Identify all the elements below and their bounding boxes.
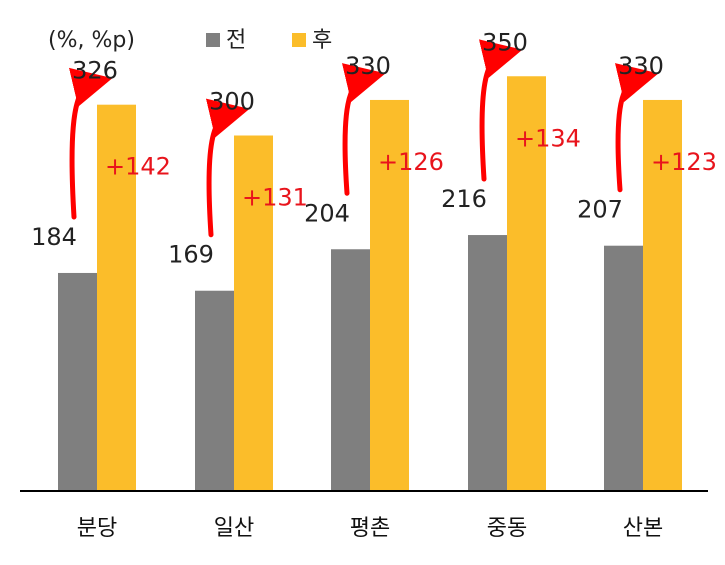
legend: 전 후 bbox=[206, 28, 332, 53]
legend-label-before: 전 bbox=[226, 28, 246, 53]
bars-group bbox=[58, 76, 682, 491]
x-tick-label-3: 중동 bbox=[487, 516, 527, 541]
increase-arrow-0 bbox=[68, 67, 113, 220]
bar-after-2 bbox=[370, 99, 409, 491]
bar-after-0 bbox=[97, 104, 136, 491]
value-label-after-2: 330 bbox=[345, 52, 391, 80]
legend-swatch-before bbox=[206, 33, 220, 47]
legend-label-after: 후 bbox=[312, 28, 332, 53]
difference-label-0: +142 bbox=[105, 153, 171, 181]
bar-after-4 bbox=[643, 99, 682, 491]
bar-before-1 bbox=[195, 290, 234, 491]
x-tick-label-2: 평촌 bbox=[350, 516, 390, 541]
value-label-before-2: 204 bbox=[304, 199, 350, 227]
difference-label-3: +134 bbox=[515, 124, 581, 152]
bar-before-4 bbox=[604, 245, 643, 491]
bar-before-3 bbox=[468, 235, 507, 491]
increase-arrow-2 bbox=[341, 63, 386, 196]
value-label-after-3: 350 bbox=[482, 28, 528, 56]
x-tick-label-0: 분당 bbox=[77, 516, 117, 541]
value-label-after-4: 330 bbox=[618, 52, 664, 80]
difference-label-4: +123 bbox=[651, 148, 717, 176]
increase-arrow-4 bbox=[614, 63, 659, 193]
x-tick-label-4: 산본 bbox=[623, 516, 663, 541]
value-label-before-0: 184 bbox=[31, 223, 77, 251]
value-label-after-0: 326 bbox=[72, 57, 118, 85]
bar-before-0 bbox=[58, 272, 97, 491]
legend-swatch-after bbox=[292, 33, 306, 47]
x-tick-label-1: 일산 bbox=[214, 516, 254, 541]
arrows-group bbox=[68, 39, 659, 238]
value-label-before-1: 169 bbox=[168, 241, 214, 269]
increase-arrow-1 bbox=[205, 98, 250, 238]
unit-label: (%, %p) bbox=[48, 28, 135, 53]
increase-arrow-3 bbox=[478, 39, 523, 182]
value-label-after-1: 300 bbox=[209, 88, 255, 116]
value-label-before-3: 216 bbox=[441, 185, 487, 213]
bar-after-1 bbox=[234, 135, 273, 491]
difference-label-2: +126 bbox=[378, 148, 444, 176]
x-axis-ticks: 분당 일산 평촌 중동 산본 bbox=[77, 516, 663, 541]
bar-after-3 bbox=[507, 76, 546, 491]
difference-label-1: +131 bbox=[242, 184, 308, 212]
value-label-before-4: 207 bbox=[577, 196, 623, 224]
bar-before-2 bbox=[331, 249, 370, 491]
